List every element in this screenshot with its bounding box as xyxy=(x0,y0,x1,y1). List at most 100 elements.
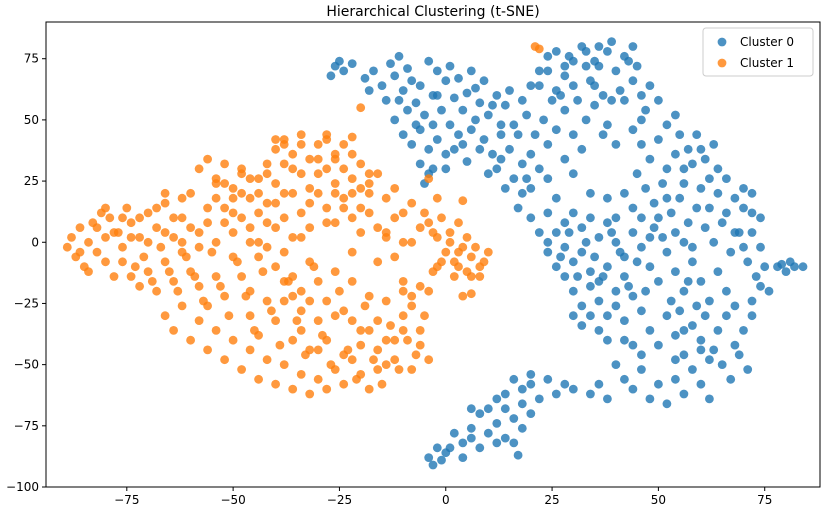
point-series-0-137 xyxy=(692,203,702,213)
point-series-0-296 xyxy=(603,335,612,345)
point-series-0-270 xyxy=(581,237,591,247)
point-series-1-222 xyxy=(84,267,93,276)
y-tick-label-6: 50 xyxy=(24,113,39,127)
point-series-0-17 xyxy=(415,81,425,90)
point-series-0-115 xyxy=(654,135,663,144)
point-series-0-318 xyxy=(679,237,689,247)
point-series-0-5 xyxy=(360,73,370,83)
point-series-0-335 xyxy=(496,120,506,130)
point-series-1-24 xyxy=(160,198,170,208)
point-series-1-184 xyxy=(415,326,425,335)
x-tick-label-6: 75 xyxy=(757,493,772,505)
point-series-0-233 xyxy=(458,438,468,448)
point-series-0-175 xyxy=(645,262,655,272)
point-series-0-63 xyxy=(568,169,578,179)
point-series-0-67 xyxy=(539,115,548,125)
point-series-0-262 xyxy=(662,120,672,130)
point-series-0-228 xyxy=(483,428,493,438)
point-series-0-164 xyxy=(611,286,621,296)
point-series-0-131 xyxy=(641,184,650,193)
point-series-1-160 xyxy=(211,272,221,281)
point-series-1-195 xyxy=(177,237,187,247)
point-series-1-130 xyxy=(228,184,238,193)
point-series-0-51 xyxy=(492,164,502,174)
point-series-0-355 xyxy=(568,81,578,90)
point-series-1-15 xyxy=(122,203,132,213)
point-series-0-49 xyxy=(479,135,489,144)
point-series-0-214 xyxy=(568,384,578,394)
point-series-1-117 xyxy=(313,374,323,384)
point-series-1-287 xyxy=(454,247,463,257)
point-series-0-91 xyxy=(620,95,629,105)
point-series-0-338 xyxy=(403,105,412,115)
point-series-0-322 xyxy=(713,164,723,174)
point-series-1-178 xyxy=(364,291,374,301)
point-series-1-165 xyxy=(254,252,263,262)
point-series-1-217 xyxy=(364,208,374,218)
point-series-0-195 xyxy=(739,326,748,335)
point-series-0-7 xyxy=(377,81,387,90)
point-series-1-293 xyxy=(475,272,485,281)
point-series-0-308 xyxy=(586,188,595,198)
point-series-0-239 xyxy=(437,455,446,465)
point-series-1-172 xyxy=(313,277,323,286)
point-series-1-145 xyxy=(356,159,366,169)
point-series-1-125 xyxy=(381,360,391,369)
point-series-1-148 xyxy=(381,193,391,203)
point-series-0-334 xyxy=(488,100,497,110)
point-series-1-96 xyxy=(445,228,455,237)
point-series-1-292 xyxy=(454,262,463,272)
point-series-0-320 xyxy=(696,184,706,193)
point-series-0-266 xyxy=(543,237,553,247)
point-series-1-103 xyxy=(194,316,204,325)
point-series-0-263 xyxy=(671,110,680,120)
point-series-0-29 xyxy=(492,91,502,100)
point-series-1-275 xyxy=(356,184,366,193)
point-series-0-186 xyxy=(662,311,672,321)
point-series-0-56 xyxy=(517,188,527,198)
point-series-1-39 xyxy=(224,311,234,321)
point-series-0-229 xyxy=(517,423,527,433)
point-series-0-159 xyxy=(568,257,578,267)
x-tick-label-2: −25 xyxy=(327,493,352,505)
point-series-1-302 xyxy=(347,132,357,142)
point-series-0-173 xyxy=(628,291,638,301)
point-series-0-261 xyxy=(709,140,719,149)
point-series-1-158 xyxy=(194,281,204,291)
point-series-1-71 xyxy=(360,301,370,311)
point-series-1-120 xyxy=(339,379,349,389)
point-series-1-244 xyxy=(390,355,400,365)
point-series-1-134 xyxy=(262,198,272,208)
point-series-0-249 xyxy=(492,394,502,404)
point-series-1-124 xyxy=(373,345,383,355)
point-series-0-172 xyxy=(620,316,629,325)
point-series-1-82 xyxy=(407,237,417,247)
point-series-1-66 xyxy=(339,164,349,174)
point-series-0-18 xyxy=(420,110,429,120)
point-series-1-30 xyxy=(186,188,196,198)
point-series-0-15 xyxy=(364,86,374,95)
point-series-1-199 xyxy=(211,237,221,247)
point-series-0-250 xyxy=(500,389,510,399)
point-series-0-181 xyxy=(696,277,706,286)
point-series-0-153 xyxy=(611,237,621,247)
point-series-0-66 xyxy=(530,130,540,140)
point-series-0-176 xyxy=(654,277,663,286)
point-series-1-85 xyxy=(420,311,429,321)
point-series-0-119 xyxy=(688,159,697,169)
point-series-1-25 xyxy=(164,267,174,276)
point-series-0-151 xyxy=(594,233,604,242)
point-series-1-187 xyxy=(109,228,119,237)
point-series-0-90 xyxy=(615,86,625,95)
point-series-1-258 xyxy=(211,193,221,203)
point-series-1-281 xyxy=(347,149,357,159)
point-series-0-231 xyxy=(475,409,485,418)
point-series-0-148 xyxy=(568,208,578,218)
point-series-1-95 xyxy=(437,213,446,223)
point-series-0-246 xyxy=(513,450,523,460)
point-series-1-169 xyxy=(288,272,298,281)
point-series-1-230 xyxy=(177,193,187,203)
point-series-1-208 xyxy=(288,233,298,242)
point-series-0-209 xyxy=(671,374,680,384)
point-series-1-300 xyxy=(458,291,468,301)
